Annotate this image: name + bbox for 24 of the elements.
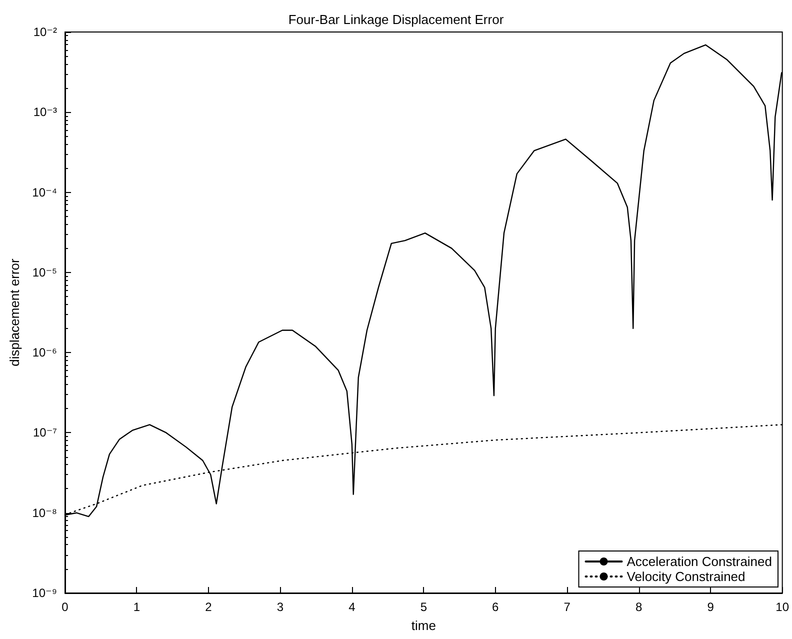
y-tick-label: 10⁻³ [33,105,57,120]
y-tick-label: 10⁻⁹ [32,586,57,600]
x-tick-label: 6 [492,600,500,614]
y-tick-label: 10⁻⁸ [32,506,57,520]
y-tick-label: 10⁻⁵ [32,265,58,280]
chart-title: Four-Bar Linkage Displacement Error [288,12,504,27]
x-tick-label: 9 [707,600,714,614]
x-tick-label: 0 [62,600,69,614]
x-tick-label: 1 [133,600,140,614]
y-tick-label: 10⁻⁴ [32,185,57,200]
y-tick-label: 10⁻⁷ [32,426,57,440]
legend-label: Velocity Constrained [626,569,746,584]
x-tick-label: 2 [205,600,212,614]
x-tick-label: 7 [564,600,571,614]
x-axis-title: time [411,618,436,633]
y-tick-label: 10⁻² [33,25,57,39]
legend-label: Acceleration Constrained [626,554,772,569]
x-tick-label: 3 [276,600,284,614]
x-tick-label: 5 [420,600,428,614]
x-tick-label: 8 [636,600,643,614]
y-axis-title: displacement error [7,258,22,366]
x-tick-label: 4 [348,600,356,614]
y-tick-label: 10⁻⁶ [32,346,58,360]
x-tick-label: 10 [776,600,790,614]
